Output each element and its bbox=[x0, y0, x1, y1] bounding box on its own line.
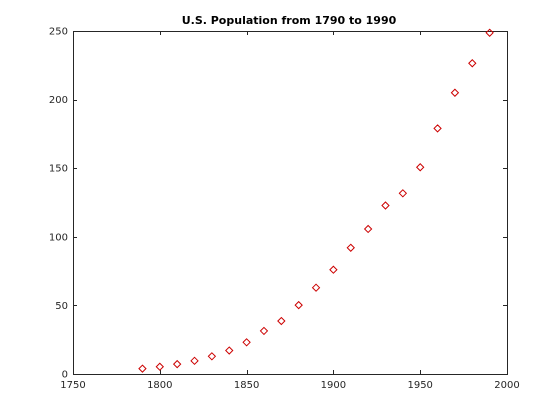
data-point bbox=[155, 362, 165, 371]
data-point bbox=[346, 243, 355, 252]
y-tick-label: 0 bbox=[62, 370, 68, 381]
data-points bbox=[138, 28, 494, 373]
data-point bbox=[225, 346, 234, 355]
data-point bbox=[277, 316, 286, 326]
data-point bbox=[450, 88, 460, 97]
x-tick-label: 1850 bbox=[234, 380, 259, 391]
data-point bbox=[433, 124, 442, 133]
x-tick-label: 1900 bbox=[321, 380, 346, 391]
data-point bbox=[311, 283, 321, 292]
data-point bbox=[207, 352, 217, 361]
y-tick-label: 200 bbox=[49, 95, 68, 106]
x-tick-label: 1750 bbox=[60, 380, 85, 391]
ticks: 1750 1800 1850 1900 1950 2000 0 50 100 150 200 250 bbox=[49, 27, 520, 392]
data-point bbox=[485, 28, 494, 37]
data-point bbox=[259, 326, 269, 336]
data-point bbox=[190, 356, 199, 366]
y-tick-label: 100 bbox=[49, 232, 68, 243]
x-tick-label: 2000 bbox=[494, 380, 519, 391]
data-point bbox=[415, 163, 425, 172]
data-point bbox=[172, 359, 182, 369]
y-tick-label: 50 bbox=[55, 301, 68, 312]
data-point bbox=[329, 265, 338, 274]
data-point bbox=[381, 201, 390, 210]
y-tick-label: 150 bbox=[49, 164, 68, 175]
data-point bbox=[242, 338, 251, 347]
data-point bbox=[294, 300, 303, 310]
x-tick-label: 1800 bbox=[147, 380, 172, 391]
x-tick-label: 1950 bbox=[407, 380, 432, 391]
data-point bbox=[468, 59, 477, 68]
data-point bbox=[363, 224, 373, 234]
chart-title: U.S. Population from 1790 to 1990 bbox=[182, 14, 397, 27]
data-point bbox=[398, 189, 408, 198]
axes bbox=[73, 31, 508, 375]
y-tick-label: 250 bbox=[49, 27, 68, 38]
plot-box bbox=[73, 31, 508, 375]
data-point bbox=[138, 364, 147, 373]
